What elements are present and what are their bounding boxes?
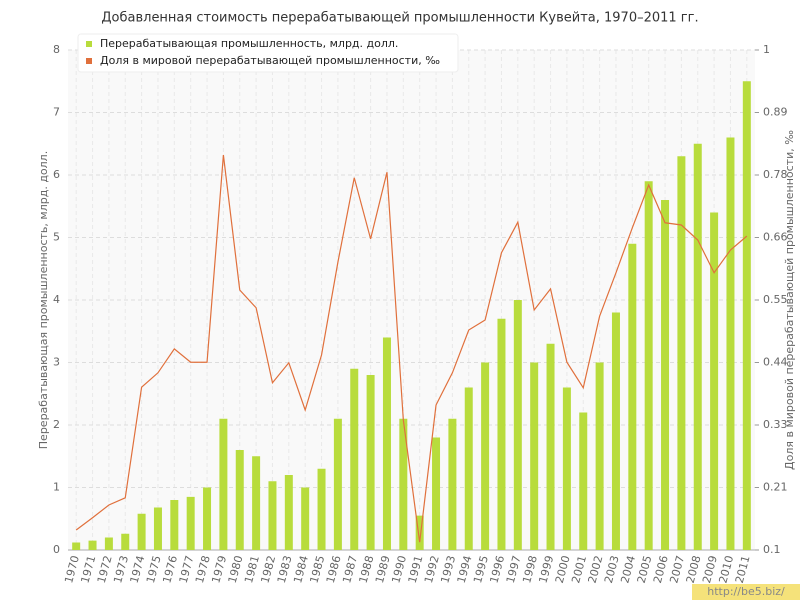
bar — [333, 418, 342, 550]
bar — [88, 540, 97, 550]
bar — [481, 362, 490, 550]
legend-label: Перерабатывающая промышленность, млрд. д… — [100, 37, 398, 50]
watermark-bg — [692, 584, 800, 600]
y-tick-label: 1 — [53, 481, 60, 494]
bar — [726, 137, 735, 550]
bar — [530, 362, 539, 550]
bar — [693, 143, 702, 550]
bar — [252, 456, 261, 550]
y2-axis-label: Доля в мировой перерабатывающей промышле… — [783, 130, 796, 470]
y-tick-label: 2 — [53, 418, 60, 431]
y2-tick-label: 0.55 — [763, 293, 788, 306]
y-tick-label: 7 — [53, 106, 60, 119]
y-tick-label: 6 — [53, 168, 60, 181]
legend-label: Доля в мировой перерабатывающей промышле… — [100, 54, 440, 67]
bar — [72, 542, 81, 550]
bar — [317, 468, 326, 550]
y2-tick-label: 0.89 — [763, 106, 788, 119]
bar — [104, 537, 113, 550]
bar — [513, 300, 522, 550]
y2-tick-label: 1 — [763, 43, 770, 56]
bar — [186, 496, 195, 550]
y2-tick-label: 0.33 — [763, 418, 788, 431]
bar — [611, 312, 620, 550]
bar — [399, 418, 408, 550]
y-axis-label: Перерабатывающая промышленность, млрд. д… — [37, 151, 50, 449]
bar — [153, 507, 162, 550]
y2-tick-label: 0.78 — [763, 168, 788, 181]
legend-swatch — [86, 58, 92, 64]
y2-tick-label: 0.44 — [763, 356, 788, 369]
bar — [448, 418, 457, 550]
chart-title: Добавленная стоимость перерабатывающей п… — [101, 11, 698, 26]
bar — [137, 513, 146, 550]
bar — [644, 181, 653, 550]
y-tick-label: 5 — [53, 231, 60, 244]
bar — [203, 487, 212, 550]
legend: Перерабатывающая промышленность, млрд. д… — [77, 33, 459, 73]
y2-tick-label: 0.1 — [763, 543, 781, 556]
bar — [742, 81, 751, 550]
y-tick-label: 0 — [53, 543, 60, 556]
legend-box — [77, 33, 459, 73]
bar — [170, 500, 179, 550]
bar — [268, 481, 277, 550]
bar — [219, 418, 228, 550]
bar — [382, 337, 391, 550]
bar — [710, 212, 719, 550]
bar — [350, 368, 359, 550]
bar — [121, 533, 130, 550]
y2-tick-label: 0.66 — [763, 231, 788, 244]
bar — [579, 412, 588, 550]
y-tick-label: 4 — [53, 293, 60, 306]
bar — [432, 437, 441, 550]
bar — [464, 387, 473, 550]
bar — [301, 487, 310, 550]
bar — [595, 362, 604, 550]
legend-swatch — [86, 41, 92, 47]
line — [75, 154, 748, 543]
bar — [366, 375, 375, 550]
bar — [284, 475, 293, 550]
y-tick-label: 3 — [53, 356, 60, 369]
bar — [497, 318, 506, 550]
bar — [628, 243, 637, 550]
bar — [546, 343, 555, 550]
y-tick-label: 8 — [53, 43, 60, 56]
bar — [235, 450, 244, 550]
watermark: http://be5.biz/ — [707, 585, 785, 598]
bar — [562, 387, 571, 550]
y2-tick-label: 0.21 — [763, 481, 788, 494]
bar — [677, 156, 686, 550]
bar — [661, 200, 670, 550]
bar — [415, 515, 424, 550]
